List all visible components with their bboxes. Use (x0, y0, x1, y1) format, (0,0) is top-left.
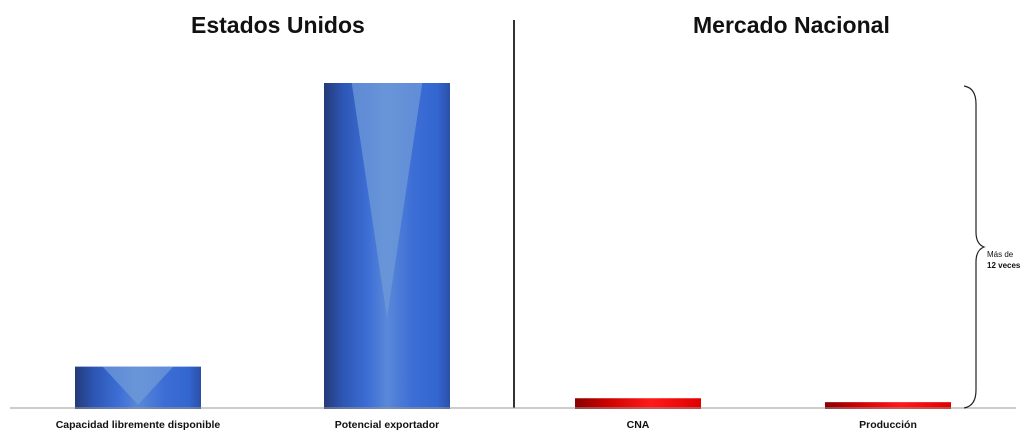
x-tick-label: Capacidad libremente disponible (56, 419, 221, 431)
bar-highlight (351, 83, 423, 318)
annotation-line-1: Más de (987, 250, 1014, 259)
x-tick-label: Potencial exportador (335, 419, 439, 431)
x-tick-label: CNA (627, 419, 650, 431)
brace-icon (963, 85, 986, 409)
panel-title-mercado-nacional: Mercado Nacional (693, 12, 890, 38)
bar-producción (825, 402, 951, 409)
bar-cna (575, 398, 701, 409)
bar-highlight (102, 366, 174, 405)
annotation-line-2: 12 veces (987, 261, 1021, 270)
panel-title-estados-unidos: Estados Unidos (191, 12, 365, 38)
x-tick-label: Producción (859, 419, 917, 431)
